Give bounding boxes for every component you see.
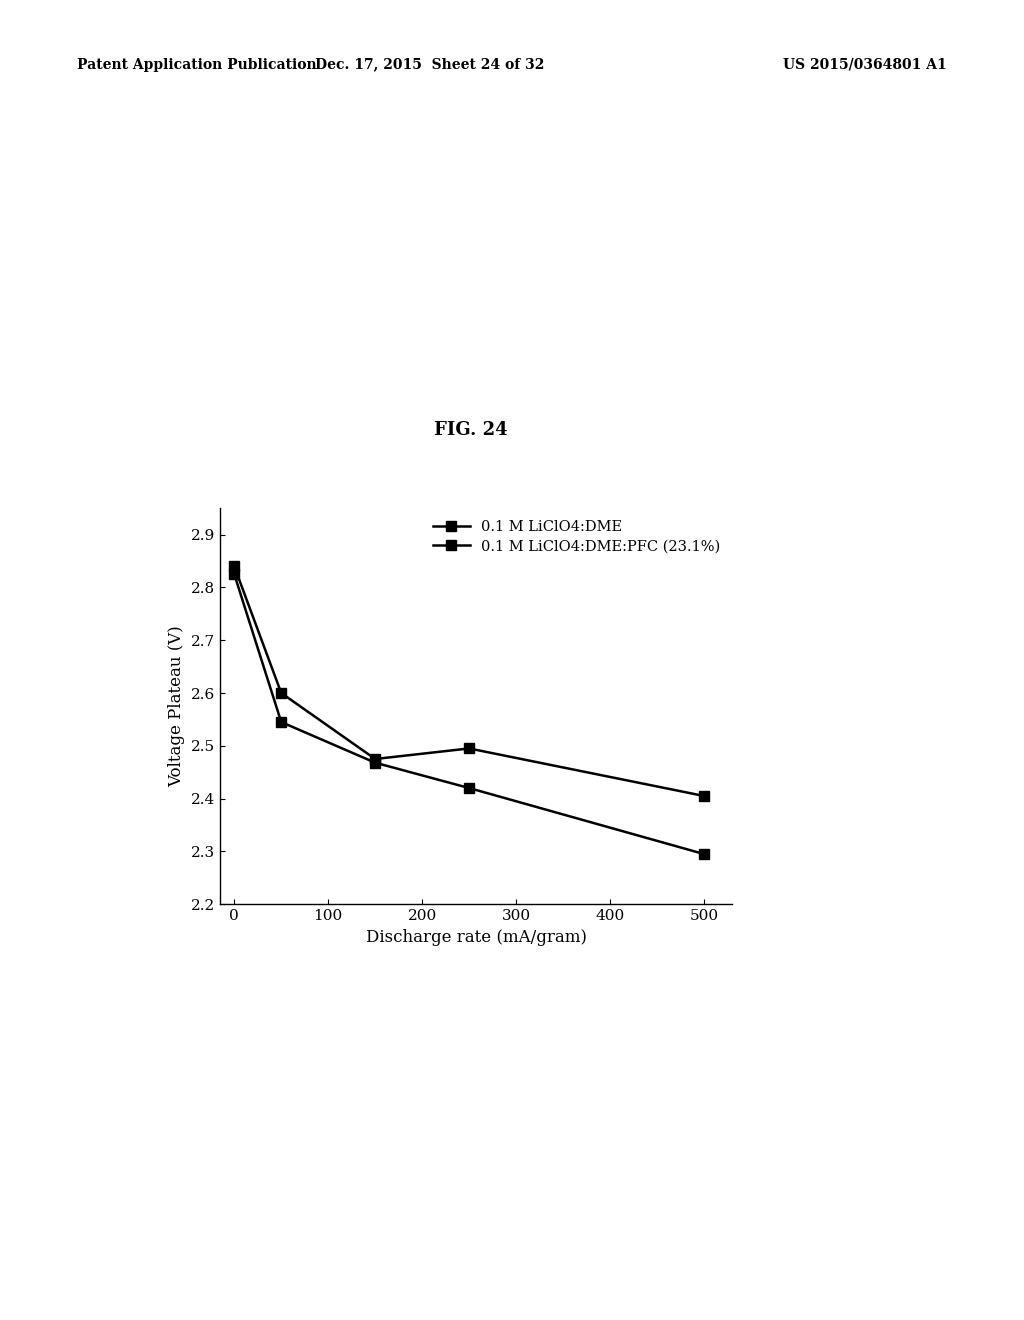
Line: 0.1 M LiClO4:DME: 0.1 M LiClO4:DME — [229, 561, 709, 801]
Y-axis label: Voltage Plateau (V): Voltage Plateau (V) — [169, 626, 185, 787]
0.1 M LiClO4:DME — [228, 558, 241, 574]
X-axis label: Discharge rate (mA/gram): Discharge rate (mA/gram) — [366, 928, 587, 945]
0.1 M LiClO4:DME:PFC (23.1%) — [369, 755, 381, 771]
0.1 M LiClO4:DME — [369, 751, 381, 767]
Legend: 0.1 M LiClO4:DME, 0.1 M LiClO4:DME:PFC (23.1%): 0.1 M LiClO4:DME, 0.1 M LiClO4:DME:PFC (… — [429, 516, 725, 557]
Text: US 2015/0364801 A1: US 2015/0364801 A1 — [783, 58, 947, 71]
Text: Dec. 17, 2015  Sheet 24 of 32: Dec. 17, 2015 Sheet 24 of 32 — [315, 58, 545, 71]
0.1 M LiClO4:DME:PFC (23.1%) — [275, 714, 288, 730]
Text: FIG. 24: FIG. 24 — [434, 421, 508, 440]
0.1 M LiClO4:DME:PFC (23.1%) — [228, 566, 241, 582]
0.1 M LiClO4:DME:PFC (23.1%) — [463, 780, 475, 796]
0.1 M LiClO4:DME:PFC (23.1%) — [697, 846, 710, 862]
0.1 M LiClO4:DME — [697, 788, 710, 804]
0.1 M LiClO4:DME — [463, 741, 475, 756]
0.1 M LiClO4:DME — [275, 685, 288, 701]
Line: 0.1 M LiClO4:DME:PFC (23.1%): 0.1 M LiClO4:DME:PFC (23.1%) — [229, 569, 709, 859]
Text: Patent Application Publication: Patent Application Publication — [77, 58, 316, 71]
